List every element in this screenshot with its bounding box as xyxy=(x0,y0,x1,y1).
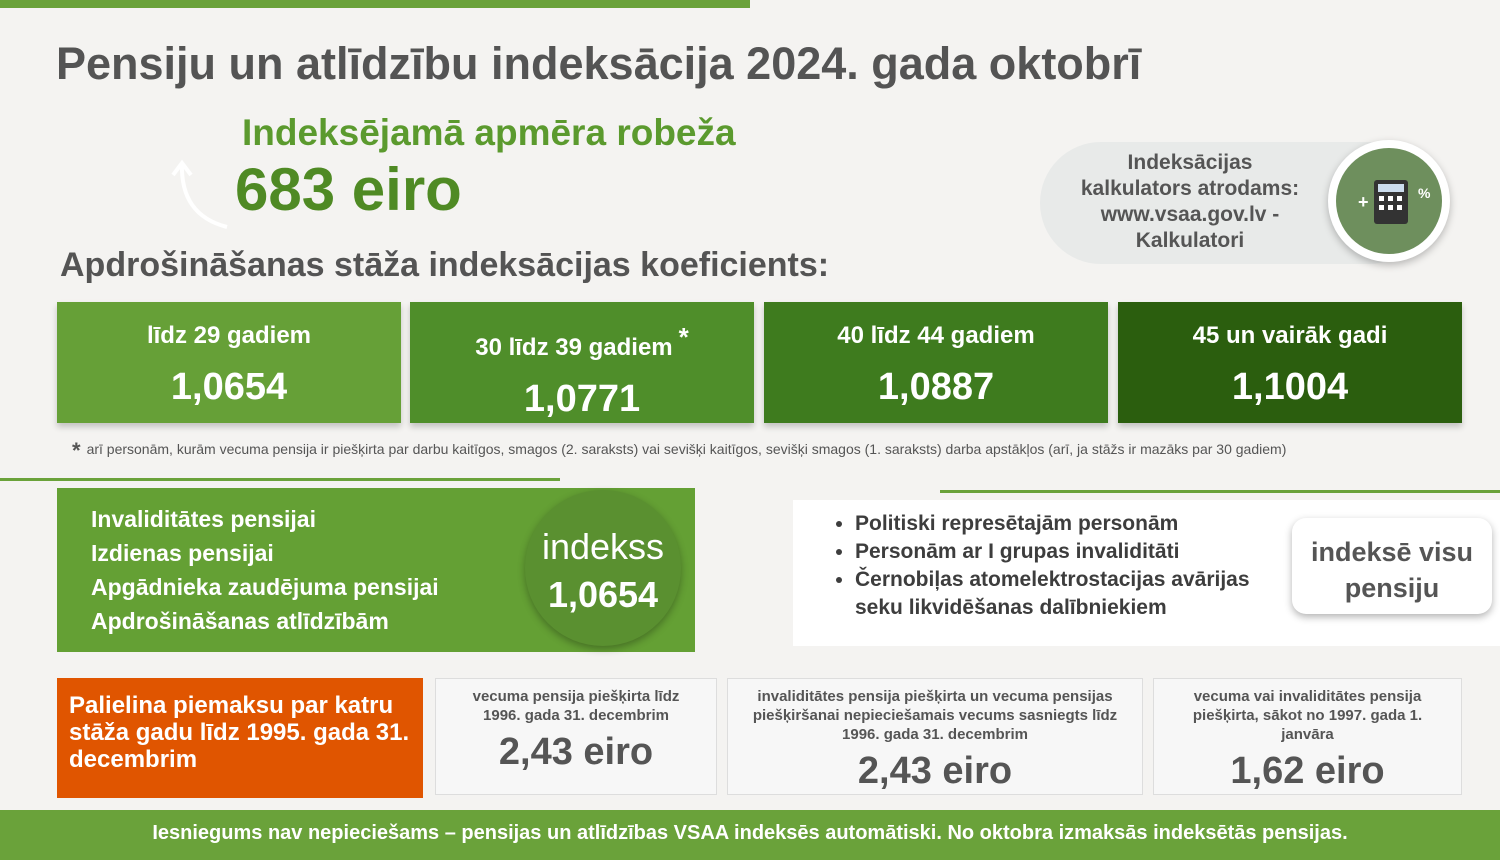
card-amount: 2,43 eiro xyxy=(857,750,1013,792)
coefficient-label-row: 40 līdz 44 gadiem xyxy=(764,322,1108,350)
index-item: Apdrošināšanas atlīdzībām xyxy=(91,608,389,634)
card-condition: vecuma pensija piešķirta līdz 1996. gada… xyxy=(472,688,680,724)
card-amount: 1,62 eiro xyxy=(1230,750,1385,792)
arrow xyxy=(171,159,228,229)
index-badge: indekss 1,0654 xyxy=(525,490,681,646)
footnote: * arī personām, kurām vecuma pensija ir p… xyxy=(72,438,1286,464)
supplement-card: invaliditātes pensija piešķirta un vecum… xyxy=(727,678,1143,795)
coefficient-value: 1,0654 xyxy=(170,366,288,408)
full-index-item: Politiski represētajām personām xyxy=(855,510,1285,538)
coefficient-label-row: līdz 29 gadiem xyxy=(57,322,401,350)
calculator-icon: % + xyxy=(1328,140,1450,262)
calculator-line: www.vsaa.gov.lv - xyxy=(1100,203,1280,226)
badge-value: 1,0654 xyxy=(547,574,659,615)
svg-text:+: + xyxy=(1358,192,1369,212)
threshold-label: Indeksējamā apmēra robeža xyxy=(242,112,736,153)
card-condition: vecuma vai invaliditātes pensija piešķir… xyxy=(1192,688,1423,743)
coefficient-label-row: 45 un vairāk gadi xyxy=(1118,322,1462,350)
note-mark: * xyxy=(678,322,689,352)
coefficient-label: 40 līdz 44 gadiem xyxy=(837,322,1035,349)
coefficient-label: līdz 29 gadiem xyxy=(146,322,312,349)
supplement-card: vecuma vai invaliditātes pensija piešķir… xyxy=(1153,678,1462,795)
badge-label: indekss xyxy=(541,526,665,567)
coefficient-box: 45 un vairāk gadi 1,1004 xyxy=(1118,302,1462,423)
card-condition: invaliditātes pensija piešķirta un vecum… xyxy=(752,688,1118,743)
coefficients-heading: Apdrošināšanas stāža indeksācijas koefic… xyxy=(60,246,830,284)
supplement-card: vecuma pensija piešķirta līdz 1996. gada… xyxy=(435,678,717,795)
title: Pensiju un atlīdzību indeksācija 2024. g… xyxy=(56,38,1142,89)
card-amount: 2,43 eiro xyxy=(498,731,654,773)
index-item: Invaliditātes pensijai xyxy=(91,506,316,532)
full-index-button: indeksē visu pensiju xyxy=(1292,518,1492,614)
coefficient-label: 45 un vairāk gadi xyxy=(1192,322,1388,349)
footer: Iesniegums nav nepieciešams – pensijas u… xyxy=(0,810,1500,860)
supplement-heading: Palielina piemaksu par katru stāža gadu … xyxy=(57,678,423,798)
calculator-line: Kalkulatori xyxy=(1135,229,1245,252)
divider xyxy=(940,490,1500,493)
coefficient-label: 30 līdz 39 gadiem xyxy=(475,334,673,361)
coefficient-label-row: 30 līdz 39 gadiem * xyxy=(410,322,754,362)
coefficient-value: 1,0771 xyxy=(523,378,641,420)
divider xyxy=(0,478,560,481)
threshold-value: 683 eiro xyxy=(235,156,462,223)
svg-text:%: % xyxy=(1418,185,1431,201)
top-bar xyxy=(0,0,750,8)
full-index-item: Personām ar I grupas invaliditāti xyxy=(855,538,1285,566)
coefficient-box: 40 līdz 44 gadiem 1,0887 xyxy=(764,302,1108,423)
footnote-mark: * xyxy=(72,438,81,463)
coefficient-value: 1,0887 xyxy=(877,366,995,408)
coefficient-box: 30 līdz 39 gadiem * 1,0771 xyxy=(410,302,754,423)
index-item: Apgādnieka zaudējuma pensijai xyxy=(91,574,439,600)
full-index-item: Černobiļas atomelektrostacijas avārijas … xyxy=(855,566,1285,622)
coefficient-value: 1,1004 xyxy=(1231,366,1349,408)
calculator-line: kalkulators atrodams: xyxy=(1080,177,1300,200)
footnote-text: arī personām, kurām vecuma pensija ir pi… xyxy=(86,441,1287,457)
index-item: Izdienas pensijai xyxy=(91,540,274,566)
coefficient-box: līdz 29 gadiem 1,0654 xyxy=(57,302,401,423)
calculator-line: Indeksācijas xyxy=(1127,151,1253,174)
